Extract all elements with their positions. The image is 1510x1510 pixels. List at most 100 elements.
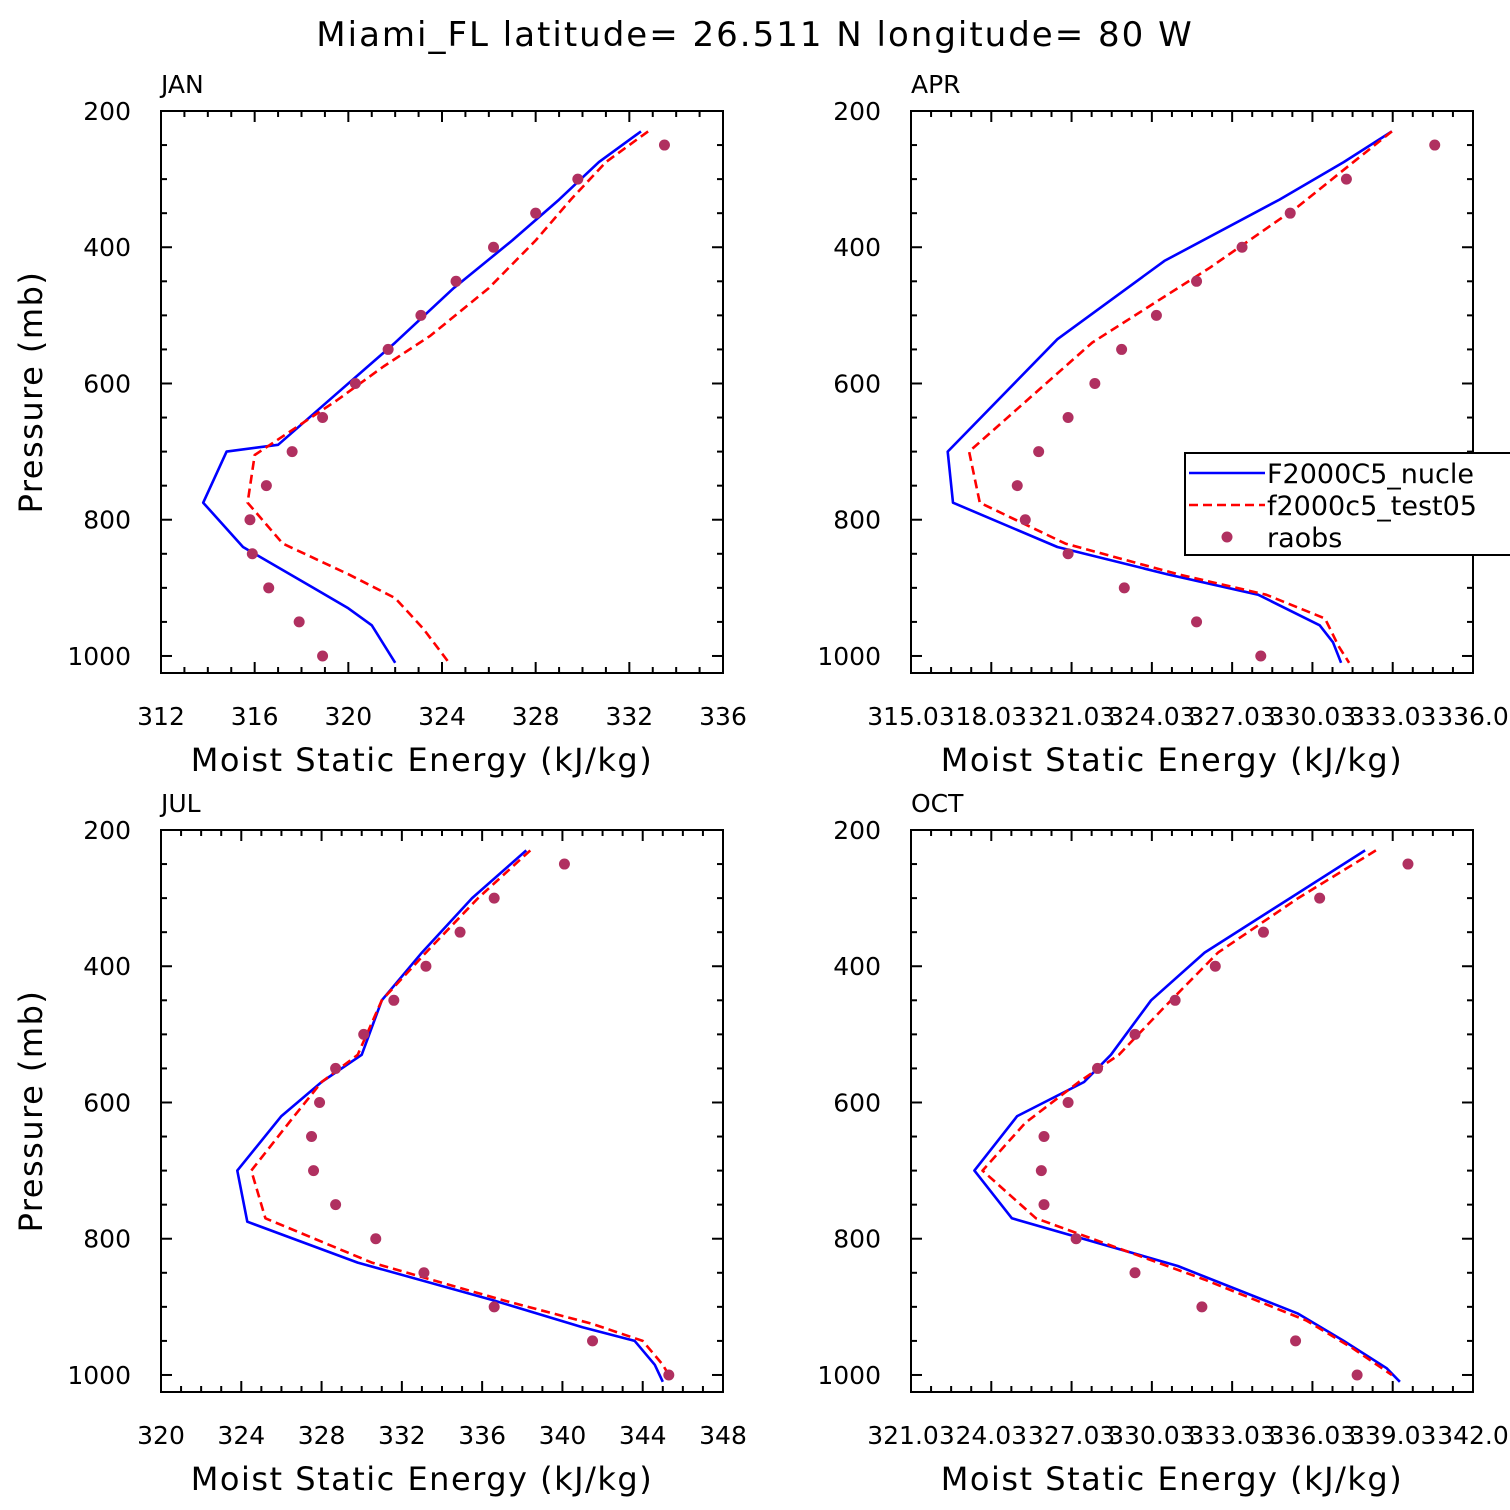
chart-panel-apr: 315.03 18.03 321.03324.03327.03330.03333.0… bbox=[817, 70, 1510, 779]
raobs-point bbox=[1062, 1096, 1074, 1108]
y-tick-label: 200 bbox=[833, 816, 881, 845]
raobs-point bbox=[1196, 1301, 1208, 1313]
raobs-point bbox=[1236, 241, 1248, 253]
raobs-point bbox=[1150, 309, 1162, 321]
chart-panel-jul: 320 324 328 332 336 340 344 348 200 400 600 800 1000… bbox=[12, 789, 747, 1498]
y-tick-label: 1000 bbox=[817, 642, 881, 671]
series-line-f2000c5-test05 bbox=[981, 849, 1393, 1377]
series-line-f2000c5-test05 bbox=[967, 130, 1393, 664]
raobs-point bbox=[488, 1301, 500, 1313]
x-tick-label: 316 bbox=[231, 702, 279, 731]
raobs-point bbox=[663, 1369, 675, 1381]
chart-panel-jan: 312 316 320 324 328 332 336 200 400 600 800 1000 JAN… bbox=[12, 70, 747, 779]
raobs-point bbox=[1062, 412, 1074, 424]
x-tick-label: 333.03 bbox=[1188, 1421, 1275, 1450]
raobs-point bbox=[1129, 1267, 1141, 1279]
x-tick-label: 324 bbox=[418, 702, 466, 731]
y-tick-label: 400 bbox=[83, 233, 131, 262]
raobs-point bbox=[358, 1028, 370, 1040]
legend-marker-raobs bbox=[1221, 531, 1233, 543]
y-tick-label: 600 bbox=[83, 1088, 131, 1117]
plot-area bbox=[201, 130, 670, 664]
x-tick-label: 336 bbox=[699, 702, 747, 731]
raobs-point bbox=[1118, 582, 1130, 594]
raobs-point bbox=[1402, 858, 1414, 870]
x-tick-label: 24.03 bbox=[955, 1421, 1027, 1450]
x-tick-label: 332 bbox=[605, 702, 653, 731]
y-axis-label: Pressure (mb) bbox=[12, 990, 50, 1233]
series-line-f2000c5-test05 bbox=[250, 849, 670, 1376]
raobs-point bbox=[1351, 1369, 1363, 1381]
x-tick-label: 327.03 bbox=[1028, 1421, 1115, 1450]
page-title: Miami_FL latitude= 26.511 N longitude= 8… bbox=[316, 15, 1193, 55]
y-tick-label: 200 bbox=[83, 97, 131, 126]
raobs-point bbox=[1429, 139, 1441, 151]
panel-label: OCT bbox=[911, 789, 964, 818]
y-tick-label: 400 bbox=[833, 952, 881, 981]
raobs-point bbox=[488, 892, 500, 904]
x-tick-label: 321.03 bbox=[1028, 702, 1115, 731]
y-tick-label: 800 bbox=[83, 1225, 131, 1254]
x-axis-label: Moist Static Energy (kJ/kg) bbox=[191, 741, 653, 779]
x-tick-label: 327.03 bbox=[1188, 702, 1275, 731]
series-line-f2000c5-nucle bbox=[946, 130, 1393, 664]
x-tick-label: 348 bbox=[699, 1421, 747, 1450]
x-axis-label: Moist Static Energy (kJ/kg) bbox=[191, 1460, 653, 1498]
x-tick-label: 336.0 bbox=[1437, 702, 1509, 731]
y-tick-label: 1000 bbox=[67, 1361, 131, 1390]
plot-area bbox=[973, 849, 1414, 1383]
x-tick-label: 333.03 bbox=[1349, 702, 1436, 731]
raobs-point bbox=[1035, 1165, 1047, 1177]
y-tick-label: 200 bbox=[833, 97, 881, 126]
raobs-point bbox=[370, 1233, 382, 1245]
x-tick-label: 330.03 bbox=[1269, 702, 1356, 731]
raobs-point bbox=[1011, 480, 1023, 492]
raobs-point bbox=[317, 650, 329, 662]
x-tick-label: 324.03 bbox=[1108, 702, 1195, 731]
raobs-point bbox=[1191, 616, 1203, 628]
raobs-point bbox=[1070, 1233, 1082, 1245]
y-tick-label: 600 bbox=[83, 369, 131, 398]
x-tick-label: 315.03 bbox=[867, 702, 954, 731]
raobs-point bbox=[1062, 548, 1074, 560]
raobs-point bbox=[314, 1096, 326, 1108]
series-line-f2000c5-nucle bbox=[201, 130, 642, 664]
x-tick-label: 320 bbox=[137, 1421, 185, 1450]
x-tick-label: 342.0 bbox=[1437, 1421, 1509, 1450]
raobs-point bbox=[1092, 1062, 1104, 1074]
y-tick-label: 600 bbox=[833, 369, 881, 398]
raobs-point bbox=[1033, 446, 1045, 458]
panel-label: JUL bbox=[159, 789, 201, 818]
raobs-point bbox=[1257, 926, 1269, 938]
y-tick-label: 800 bbox=[83, 506, 131, 535]
raobs-point bbox=[1284, 207, 1296, 219]
panel-label: JAN bbox=[159, 70, 204, 99]
legend-entry: F2000C5_nucle bbox=[1267, 459, 1474, 490]
raobs-point bbox=[308, 1165, 320, 1177]
legend-entry: raobs bbox=[1267, 523, 1342, 554]
y-tick-label: 800 bbox=[833, 1225, 881, 1254]
y-tick-label: 200 bbox=[83, 816, 131, 845]
y-tick-label: 400 bbox=[83, 952, 131, 981]
y-tick-label: 1000 bbox=[817, 1361, 881, 1390]
x-tick-label: 312 bbox=[137, 702, 185, 731]
raobs-point bbox=[349, 377, 361, 389]
raobs-point bbox=[587, 1335, 599, 1347]
series-line-f2000c5-nucle bbox=[973, 849, 1401, 1383]
raobs-point bbox=[330, 1199, 342, 1211]
raobs-point bbox=[330, 1062, 342, 1074]
raobs-point bbox=[293, 616, 305, 628]
raobs-point bbox=[454, 926, 466, 938]
x-tick-label: 330.03 bbox=[1108, 1421, 1195, 1450]
raobs-point bbox=[415, 309, 427, 321]
plot-frame bbox=[160, 110, 724, 674]
raobs-point bbox=[388, 994, 400, 1006]
raobs-point bbox=[1340, 173, 1352, 185]
raobs-point bbox=[488, 241, 500, 253]
chart-panel-oct: 321.03 24.03 327.03330.03333.03336.03339.0… bbox=[817, 789, 1508, 1498]
y-tick-label: 400 bbox=[833, 233, 881, 262]
raobs-point bbox=[1019, 514, 1031, 526]
plot-area bbox=[236, 849, 675, 1383]
